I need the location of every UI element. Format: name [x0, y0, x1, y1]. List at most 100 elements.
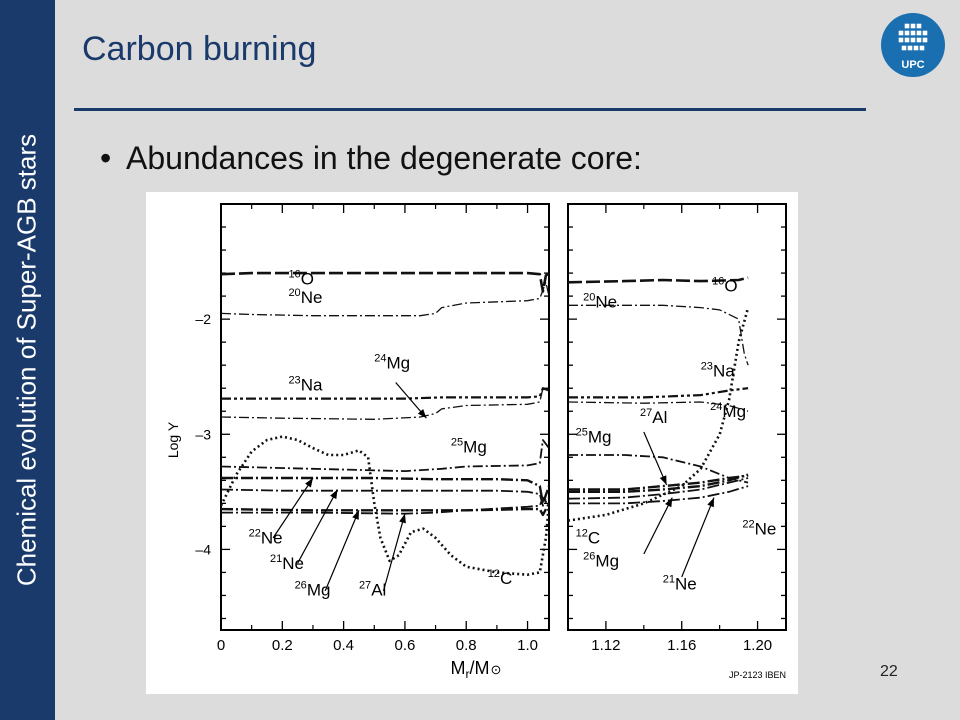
- arrow-head: [352, 510, 359, 520]
- series-line-24Mg: [221, 387, 549, 420]
- series-line-23Na: [221, 387, 549, 400]
- logo-dot: [910, 37, 916, 43]
- series-label: 21Ne: [663, 574, 697, 594]
- label-arrow: [382, 513, 406, 592]
- label-arrow: [297, 489, 339, 564]
- x-tick-label: 0.4: [333, 637, 354, 654]
- series-label: 12C: [576, 528, 601, 548]
- logo-dot: [898, 30, 904, 36]
- series-label: 24Mg: [374, 353, 410, 373]
- arrow-head: [305, 478, 313, 488]
- x-tick-label: 1.20: [743, 637, 772, 654]
- series-label: 27Al: [640, 407, 667, 427]
- series-line-25Mg: [568, 454, 749, 484]
- logo-dot: [904, 37, 910, 43]
- logo-dot: [913, 45, 919, 51]
- bullet-dot: •: [100, 140, 112, 176]
- series-label: 25Mg: [451, 437, 487, 457]
- x-tick-label: 1.16: [667, 637, 696, 654]
- logo-dot: [910, 30, 916, 36]
- arrow-head: [659, 475, 667, 485]
- panel-frame: [567, 203, 787, 631]
- series-label: 12C: [488, 568, 513, 588]
- abundance-chart: 0 0.2 0.4 0.6 0.8 1.016O20Ne24Mg23Na25Mg22Ne2…: [165, 203, 787, 681]
- x-tick-label: 0: [217, 637, 225, 654]
- series-label: 21Ne: [270, 553, 304, 573]
- series-line-20Ne: [568, 304, 749, 366]
- y-tick-label: –4: [195, 541, 211, 557]
- logo-text: UPC: [901, 59, 924, 71]
- bullet-text: Abundances in the degenerate core:: [126, 140, 642, 176]
- slide-number: 22: [880, 663, 898, 680]
- x-tick-label: 0.2: [272, 637, 293, 654]
- logo-dot: [901, 45, 907, 51]
- logo-dots: [898, 23, 928, 51]
- x-tick-label: 1.0: [517, 637, 538, 654]
- logo-dot: [916, 23, 922, 29]
- series-label: 20Ne: [583, 292, 617, 312]
- arrow-head: [707, 497, 714, 508]
- sidebar: Chemical evolution of Super-AGB stars: [0, 0, 55, 720]
- sidebar-title: Chemical evolution of Super-AGB stars: [11, 133, 42, 587]
- y-tick-label: –2: [195, 311, 211, 327]
- figure-credit: JP-2123 IBEN: [729, 670, 786, 680]
- title-underline: [74, 108, 866, 111]
- chart-figure: 0 0.2 0.4 0.6 0.8 1.0 16O 20Ne 24Mg 23Na 25Mg 22Ne 2…: [146, 192, 798, 694]
- series-line-27Al: [221, 496, 549, 515]
- logo-dot: [904, 30, 910, 36]
- series-label: 23Na: [701, 361, 736, 381]
- series-line-16O: [221, 271, 549, 293]
- series-label: 20Ne: [288, 287, 322, 307]
- logo-dot: [910, 23, 916, 29]
- slide-title: Carbon burning: [82, 30, 317, 68]
- label-arrow: [643, 431, 668, 486]
- series-label: 22Ne: [742, 518, 776, 538]
- logo-dot: [907, 45, 913, 51]
- y-axis-label: Log Y: [165, 421, 181, 458]
- series-label: 24Mg: [710, 401, 746, 421]
- series-line-27Al: [568, 477, 749, 500]
- logo-dot: [898, 37, 904, 43]
- arrow-head: [417, 409, 427, 419]
- logo-disc: [881, 13, 945, 77]
- series-line-25Mg: [221, 439, 549, 472]
- logo-dot: [916, 37, 922, 43]
- y-axis: –2 –3 –4: [195, 311, 211, 557]
- logo-dot: [904, 23, 910, 29]
- label-arrow: [324, 510, 360, 592]
- series-label: 27Al: [359, 579, 386, 599]
- series-label: 26Mg: [295, 579, 331, 599]
- series-label: 26Mg: [583, 551, 619, 571]
- x-tick-label: 1.12: [591, 637, 620, 654]
- series-label: 16O: [712, 276, 737, 296]
- x-axis-label: Mr/M⊙: [451, 658, 502, 681]
- logo-dot: [919, 45, 925, 51]
- series-line-26Mg: [221, 502, 549, 517]
- series-label: 25Mg: [576, 426, 612, 446]
- series-line-24Mg: [568, 401, 749, 412]
- series-line-22Ne: [568, 473, 749, 493]
- logo-dot: [922, 30, 928, 36]
- series-line-22Ne: [221, 476, 549, 505]
- series-line-16O: [568, 276, 749, 284]
- series-line-20Ne: [221, 281, 549, 317]
- arrow-head: [399, 513, 406, 524]
- series-line-21Ne: [568, 485, 749, 505]
- arrow-head: [330, 489, 338, 500]
- chart-panel-right: 1.12 1.16 1.20 16O 20Ne 23Na 27Al 24Mg 25Mg 22Ne 1…: [567, 203, 787, 654]
- label-arrow: [681, 497, 715, 578]
- series-line-21Ne: [221, 488, 549, 507]
- x-tick-label: 0.6: [394, 637, 415, 654]
- series-label: 22Ne: [249, 528, 283, 548]
- label-arrow: [643, 497, 673, 555]
- bullet-item: • Abundances in the degenerate core:: [100, 140, 642, 177]
- series-line-26Mg: [568, 474, 749, 491]
- series-label: 16O: [288, 269, 313, 289]
- upc-logo: UPC: [881, 13, 945, 77]
- x-tick-label: 0.8: [456, 637, 477, 654]
- series-line-12C: [221, 435, 549, 576]
- series-line-23Na: [568, 387, 749, 399]
- series-label: 23Na: [288, 375, 323, 395]
- panel-frame: [220, 203, 550, 631]
